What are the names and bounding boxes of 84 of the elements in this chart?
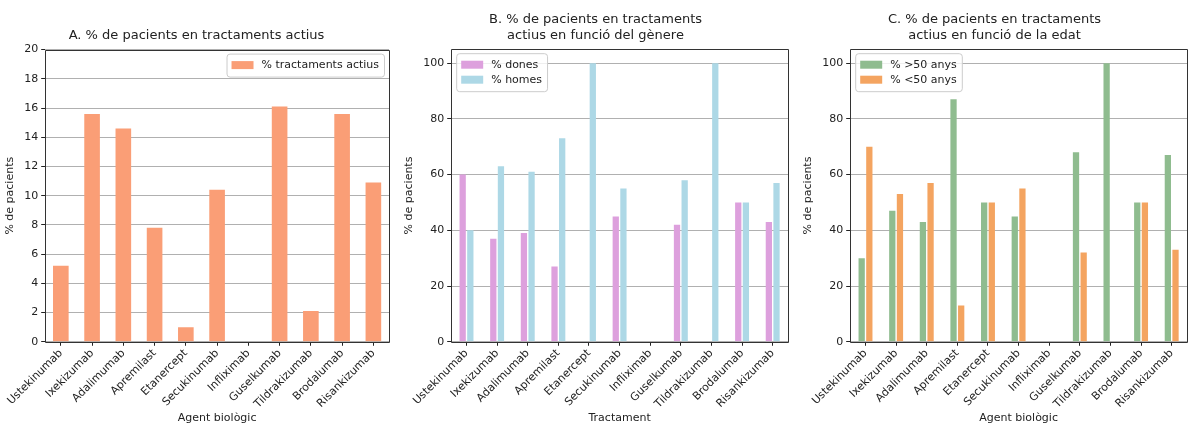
bar — [620, 188, 627, 342]
bar — [1011, 216, 1018, 342]
legend-label: % <50 anys — [890, 72, 958, 86]
y-tick-label: 40 — [430, 223, 445, 237]
y-tick-label: 0 — [836, 334, 844, 348]
y-axis-title: % de pacients — [402, 156, 416, 235]
bar — [1080, 252, 1087, 342]
bar — [559, 138, 566, 342]
bar — [950, 99, 957, 342]
y-tick-label: 80 — [829, 111, 844, 125]
bar — [896, 194, 904, 342]
y-tick-label: 80 — [430, 111, 445, 125]
y-tick-label: 20 — [829, 278, 844, 292]
x-axis-title: Agent biològic — [979, 411, 1058, 425]
y-tick-label: 60 — [430, 167, 445, 181]
bar — [178, 327, 194, 342]
bar — [528, 171, 535, 342]
y-tick-label: 10 — [24, 188, 39, 202]
bar — [958, 305, 965, 342]
legend-label: % dones — [491, 57, 539, 71]
bar — [773, 182, 780, 342]
bar — [1164, 155, 1171, 342]
bar — [742, 202, 750, 342]
bar — [1134, 202, 1141, 342]
bar — [765, 221, 772, 342]
y-tick-label: 18 — [24, 71, 39, 85]
bar — [53, 265, 69, 342]
bar — [490, 238, 497, 342]
bar — [889, 210, 896, 342]
y-tick-label: 8 — [31, 217, 39, 231]
bar — [146, 227, 163, 342]
bar — [1019, 188, 1026, 342]
y-tick-label: 16 — [24, 100, 39, 114]
chart-title: C. % de pacients en tractaments actius en funció de la edat — [887, 11, 1102, 42]
y-tick-label: 12 — [24, 159, 39, 173]
bar — [1141, 202, 1149, 342]
legend-label: % homes — [491, 72, 543, 86]
y-tick-label: 100 — [822, 55, 844, 69]
bar — [712, 63, 719, 342]
y-axis-title: % de pacients — [3, 156, 17, 235]
bar — [981, 202, 988, 342]
y-tick-label: 0 — [31, 334, 39, 348]
bar — [84, 113, 100, 342]
y-tick-label: 20 — [430, 278, 445, 292]
bar — [551, 266, 558, 342]
bar — [927, 182, 934, 342]
legend-label: % tractaments actius — [261, 57, 380, 71]
bar — [988, 202, 995, 342]
y-tick-label: 20 — [24, 42, 39, 56]
y-tick-label: 2 — [31, 305, 39, 319]
bar — [589, 63, 596, 342]
bar — [673, 224, 681, 342]
bar — [365, 182, 382, 342]
bar — [459, 174, 466, 342]
bar — [303, 311, 319, 342]
chart-title: A. % de pacients en tractaments actius — [68, 27, 325, 43]
bar — [681, 180, 688, 342]
y-tick-label: 0 — [437, 334, 445, 348]
bar — [497, 166, 505, 342]
bar — [271, 106, 288, 342]
bar — [334, 113, 350, 342]
bar — [467, 230, 474, 342]
bar — [1103, 63, 1110, 342]
y-tick-label: 40 — [829, 223, 844, 237]
y-tick-label: 14 — [24, 130, 39, 144]
bar — [1072, 152, 1080, 342]
bar — [115, 128, 132, 342]
y-tick-label: 4 — [31, 276, 39, 290]
x-axis-title: Agent biològic — [177, 411, 257, 425]
bar — [1172, 249, 1179, 342]
bar — [858, 258, 865, 342]
y-tick-label: 60 — [829, 167, 844, 181]
y-axis-title: % de pacients — [801, 156, 815, 235]
y-tick-label: 100 — [423, 55, 445, 69]
legend-label: % >50 anys — [890, 57, 958, 71]
y-tick-label: 6 — [31, 246, 39, 260]
bar — [209, 189, 225, 342]
bar — [866, 146, 873, 342]
bar — [919, 221, 927, 342]
x-axis-title: Tractament — [587, 411, 652, 425]
bar — [735, 202, 742, 342]
bar — [612, 216, 619, 342]
chart-title: B. % de pacients en tractaments actius en funció del gènere — [488, 11, 703, 42]
bar — [520, 233, 528, 342]
